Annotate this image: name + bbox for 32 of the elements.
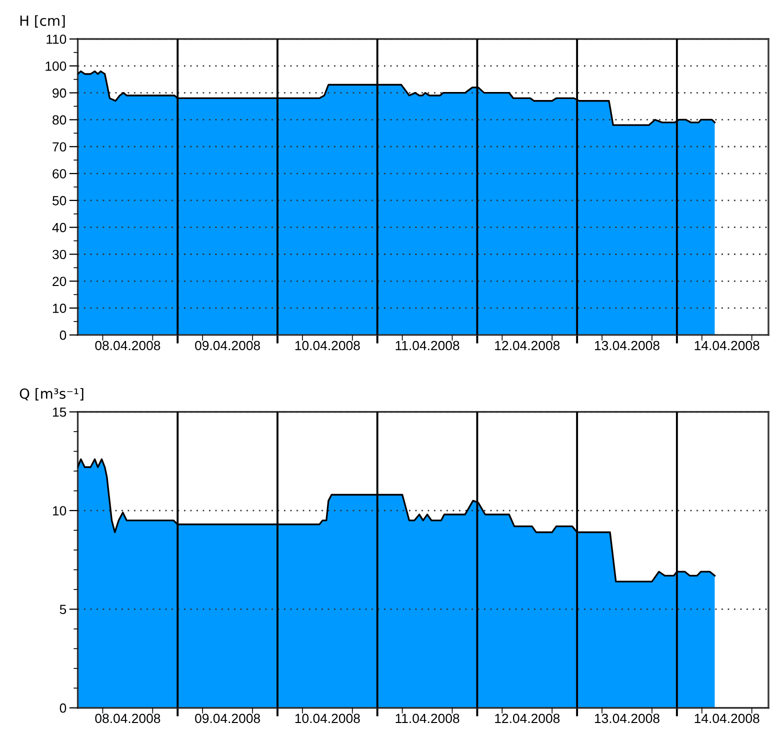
x-tick-label: 13.04.2008 — [594, 714, 660, 724]
x-tick-label: 12.04.2008 — [495, 340, 560, 350]
x-tick-label: 09.04.2008 — [195, 714, 260, 724]
y-tick-label: 10 — [52, 506, 66, 516]
y-tick-label: 60 — [52, 169, 66, 178]
x-tick-label: 11.04.2008 — [396, 714, 460, 724]
y-tick-label: 80 — [52, 115, 66, 125]
y-tick-label: 5 — [60, 604, 66, 614]
y-tick-label: 50 — [52, 196, 66, 206]
y-tick-label: 110 — [46, 34, 66, 44]
y-tick-label: 30 — [52, 250, 66, 260]
x-tick-label: 08.04.2008 — [95, 714, 160, 724]
x-tick-label: 09.04.2008 — [195, 340, 260, 350]
y-tick-label: 20 — [52, 276, 66, 286]
y-tick-label: 90 — [52, 88, 66, 98]
x-tick-label: 10.04.2008 — [295, 714, 360, 724]
y-tick-label: 0 — [60, 330, 66, 340]
x-tick-label: 10.04.2008 — [295, 340, 360, 350]
x-tick-label: 08.04.2008 — [95, 340, 160, 350]
y-tick-label: 15 — [52, 408, 66, 417]
x-tick-label: 12.04.2008 — [495, 714, 560, 724]
x-tick-label: 13.04.2008 — [594, 340, 660, 350]
y-axis-title: Q [m³s⁻¹] — [20, 388, 84, 400]
y-axis-title: H [cm] — [20, 15, 65, 28]
y-tick-label: 40 — [52, 222, 66, 232]
y-tick-label: 70 — [52, 142, 66, 152]
x-tick-label: 14.04.2008 — [694, 714, 760, 724]
y-tick-label: 100 — [46, 61, 66, 71]
y-tick-label: 10 — [52, 304, 66, 313]
x-tick-label: 14.04.2008 — [694, 340, 760, 350]
x-tick-label: 11.04.2008 — [396, 340, 460, 350]
y-tick-label: 0 — [60, 703, 66, 713]
